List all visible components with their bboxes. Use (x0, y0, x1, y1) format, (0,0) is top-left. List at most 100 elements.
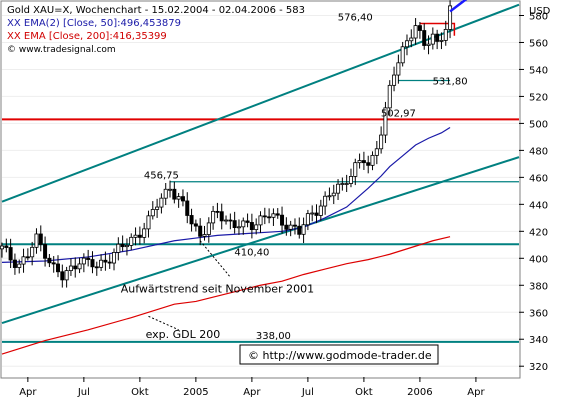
price-candles (0, 0, 453, 288)
trend-line (1, 156, 520, 324)
candle-body (305, 213, 310, 226)
candle-body (150, 209, 155, 217)
candle-body (228, 219, 233, 222)
y-tick-label: 440 (529, 200, 548, 211)
candle-body (284, 224, 289, 230)
candle-body (219, 211, 224, 222)
candle-body (327, 195, 332, 198)
candle-body (215, 210, 220, 213)
candle-body (448, 5, 453, 30)
candle-body (133, 234, 138, 238)
candle-body (387, 84, 392, 109)
candle-body (340, 183, 345, 185)
candle-body (422, 30, 427, 46)
candle-body (224, 219, 229, 222)
y-tick-label: 500 (529, 119, 548, 130)
candle-body (353, 162, 358, 177)
candle-body (43, 244, 48, 259)
candle-body (357, 160, 362, 164)
y-tick-label: 520 (529, 92, 548, 103)
candle-body (374, 148, 379, 156)
candle-body (189, 215, 194, 225)
annotation-label: 410,40 (234, 248, 269, 259)
y-tick-label: 340 (529, 335, 548, 346)
candle-body (94, 266, 99, 269)
ema200-line (1, 236, 451, 355)
candle-body (323, 195, 328, 207)
x-tick-label: Apr (19, 387, 37, 398)
candle-body (47, 257, 52, 264)
candle-body (77, 263, 82, 270)
candle-body (348, 176, 353, 184)
candle-body (258, 215, 263, 226)
candle-body (301, 224, 306, 235)
annotation-label: Aufwärtstrend seit November 2001 (121, 283, 314, 296)
legend-ema200: XX EMA [Close, 200]:416,35399 (7, 31, 167, 42)
candle-body (331, 192, 336, 197)
annotation-label: 502,97 (381, 109, 416, 120)
candle-body (241, 220, 246, 228)
candle-body (112, 252, 117, 264)
candle-body (366, 162, 371, 166)
y-tick-label: 380 (529, 281, 548, 292)
y-tick-label: 460 (529, 173, 548, 184)
copyright-text: © http://www.godmode-trader.de (248, 349, 432, 362)
candle-body (86, 257, 91, 260)
candle-body (280, 214, 285, 226)
candle-body (17, 263, 22, 268)
candle-body (318, 205, 323, 216)
candle-body (236, 226, 241, 229)
candle-body (370, 154, 375, 166)
candle-body (90, 259, 95, 268)
candle-body (129, 236, 134, 246)
candle-body (249, 222, 254, 231)
axes: 320 340 360 380 400 420 440 460 480 500 520 540 560 5… (19, 11, 548, 398)
candle-body (275, 213, 280, 216)
candle-body (292, 224, 297, 227)
candle-body (103, 259, 108, 263)
candle-body (232, 220, 237, 229)
annotation-label: 456,75 (144, 171, 179, 182)
candle-body (267, 216, 272, 219)
candle-body (254, 224, 259, 231)
candle-body (4, 245, 9, 248)
candle-body (155, 206, 160, 210)
candle-body (30, 246, 35, 258)
candle-body (211, 210, 216, 224)
candle-body (206, 222, 211, 235)
candle-body (21, 256, 26, 265)
candle-body (443, 28, 448, 41)
chart-annotations: 576,40 531,80 502,97 456,75 410,40 338,00 Aufw… (121, 12, 468, 342)
candle-body (163, 188, 168, 199)
grid-lines (2, 14, 519, 367)
candle-body (64, 270, 69, 281)
plot-frame (0, 0, 521, 379)
candle-body (198, 225, 203, 237)
candle-body (400, 46, 405, 64)
y-tick-label: 480 (529, 146, 548, 157)
candle-body (0, 245, 4, 250)
candle-body (392, 74, 397, 86)
y-tick-label: 540 (529, 65, 548, 76)
candle-body (413, 25, 418, 39)
legend-ema50: XX EMA(2) [Close, 50]:496,453879 (7, 18, 181, 29)
candle-body (426, 43, 431, 46)
candle-body (73, 265, 78, 270)
candle-body (379, 134, 384, 150)
candle-body (193, 223, 198, 227)
candle-body (409, 37, 414, 42)
annotation-label: exp. GDL 200 (146, 328, 221, 341)
candle-body (51, 262, 56, 265)
x-tick-label: Okt (131, 387, 149, 398)
leader-gdl (148, 315, 179, 331)
x-tick-label: Apr (243, 387, 261, 398)
candle-body (435, 33, 440, 42)
candle-body (314, 212, 319, 216)
candle-body (176, 196, 181, 200)
candle-body (81, 257, 86, 265)
y-tick-label: 360 (529, 308, 548, 319)
x-tick-label: 2006 (407, 387, 432, 398)
x-tick-label: 2005 (183, 387, 208, 398)
annotation-label: 531,80 (433, 76, 468, 87)
candle-body (38, 233, 43, 245)
